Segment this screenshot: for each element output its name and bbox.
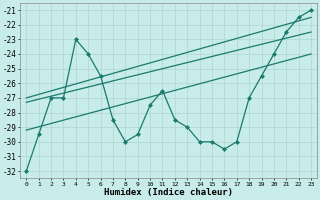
X-axis label: Humidex (Indice chaleur): Humidex (Indice chaleur) [104,188,233,197]
